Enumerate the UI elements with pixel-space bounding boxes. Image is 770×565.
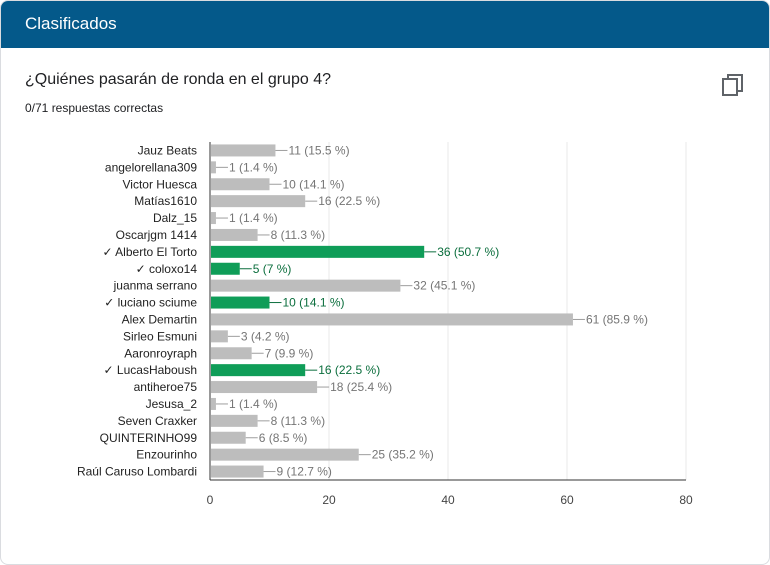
value-label: 6 (8.5 %) [259, 431, 308, 445]
value-label: 8 (11.3 %) [271, 414, 325, 428]
bar [211, 347, 252, 360]
bar [211, 296, 270, 309]
value-label: 36 (50.7 %) [437, 245, 499, 259]
category-label: ✓ luciano sciume [104, 296, 197, 310]
value-label: 3 (4.2 %) [241, 329, 290, 343]
x-tick-label: 80 [679, 493, 693, 507]
category-label: juanma serrano [113, 279, 198, 293]
x-tick-label: 20 [322, 493, 336, 507]
category-label: Victor Huesca [123, 177, 198, 191]
category-label: Matías1610 [134, 194, 197, 208]
value-label: 32 (45.1 %) [413, 279, 475, 293]
bar [211, 161, 216, 174]
responses-bar-chart: 0 20 40 60 80 Jauz Beats 11 (15.5 %) angelorell… [77, 142, 693, 507]
value-label: 61 (85.9 %) [586, 312, 648, 326]
bar [211, 245, 425, 258]
bar [211, 313, 573, 326]
category-label: Seven Craxker [118, 414, 197, 428]
value-label: 7 (9.9 %) [265, 346, 314, 360]
category-label: Sirleo Esmuni [123, 329, 197, 343]
category-label: antiheroe75 [134, 380, 198, 394]
bar [211, 228, 258, 241]
bar [211, 178, 270, 191]
value-label: 1 (1.4 %) [229, 211, 278, 225]
value-label: 11 (15.5 %) [288, 143, 349, 157]
bar [211, 279, 401, 292]
bar [211, 448, 359, 461]
value-label: 1 (1.4 %) [229, 160, 278, 174]
value-label: 9 (12.7 %) [277, 465, 332, 479]
bar [211, 262, 240, 275]
bar [211, 144, 276, 157]
x-tick-label: 60 [560, 493, 574, 507]
category-label: Alex Demartin [122, 312, 197, 326]
bar [211, 465, 264, 478]
category-label: Raúl Caruso Lombardi [77, 465, 197, 479]
category-label: ✓ LucasHaboush [104, 363, 197, 377]
value-label: 16 (22.5 %) [318, 194, 380, 208]
bar [211, 397, 216, 410]
category-label: Jesusa_2 [146, 397, 198, 411]
section-title: Clasificados [25, 14, 117, 33]
value-label: 18 (25.4 %) [330, 380, 392, 394]
bar [211, 195, 306, 208]
category-label: Enzourinho [136, 448, 197, 462]
copy-icon [722, 74, 743, 96]
bar [211, 414, 258, 427]
section-header: Clasificados [1, 1, 769, 48]
x-tick-label: 0 [207, 493, 214, 507]
bar [211, 212, 216, 225]
category-label: Dalz_15 [153, 211, 197, 225]
value-label: 1 (1.4 %) [229, 397, 278, 411]
value-label: 5 (7 %) [253, 262, 292, 276]
correct-responses-summary: 0/71 respuestas correctas [25, 101, 164, 115]
bar [211, 364, 306, 377]
category-label: Oscarjgm 1414 [116, 228, 198, 242]
bar [211, 381, 318, 394]
value-label: 25 (35.2 %) [372, 448, 434, 462]
bar [211, 431, 246, 444]
copy-chart-button[interactable] [719, 71, 747, 99]
value-label: 10 (14.1 %) [283, 177, 345, 191]
category-label: ✓ Alberto El Torto [102, 245, 197, 259]
category-label: ✓ coloxo14 [136, 262, 198, 276]
category-label: QUINTERINHO99 [100, 431, 198, 445]
value-label: 10 (14.1 %) [283, 296, 345, 310]
category-label: angelorellana309 [105, 160, 197, 174]
x-tick-label: 40 [441, 493, 455, 507]
category-label: Jauz Beats [138, 143, 197, 157]
value-label: 16 (22.5 %) [318, 363, 380, 377]
category-label: Aaronroyraph [124, 346, 197, 360]
question-title: ¿Quiénes pasarán de ronda en el grupo 4? [25, 71, 331, 88]
bar [211, 330, 228, 343]
value-label: 8 (11.3 %) [271, 228, 325, 242]
